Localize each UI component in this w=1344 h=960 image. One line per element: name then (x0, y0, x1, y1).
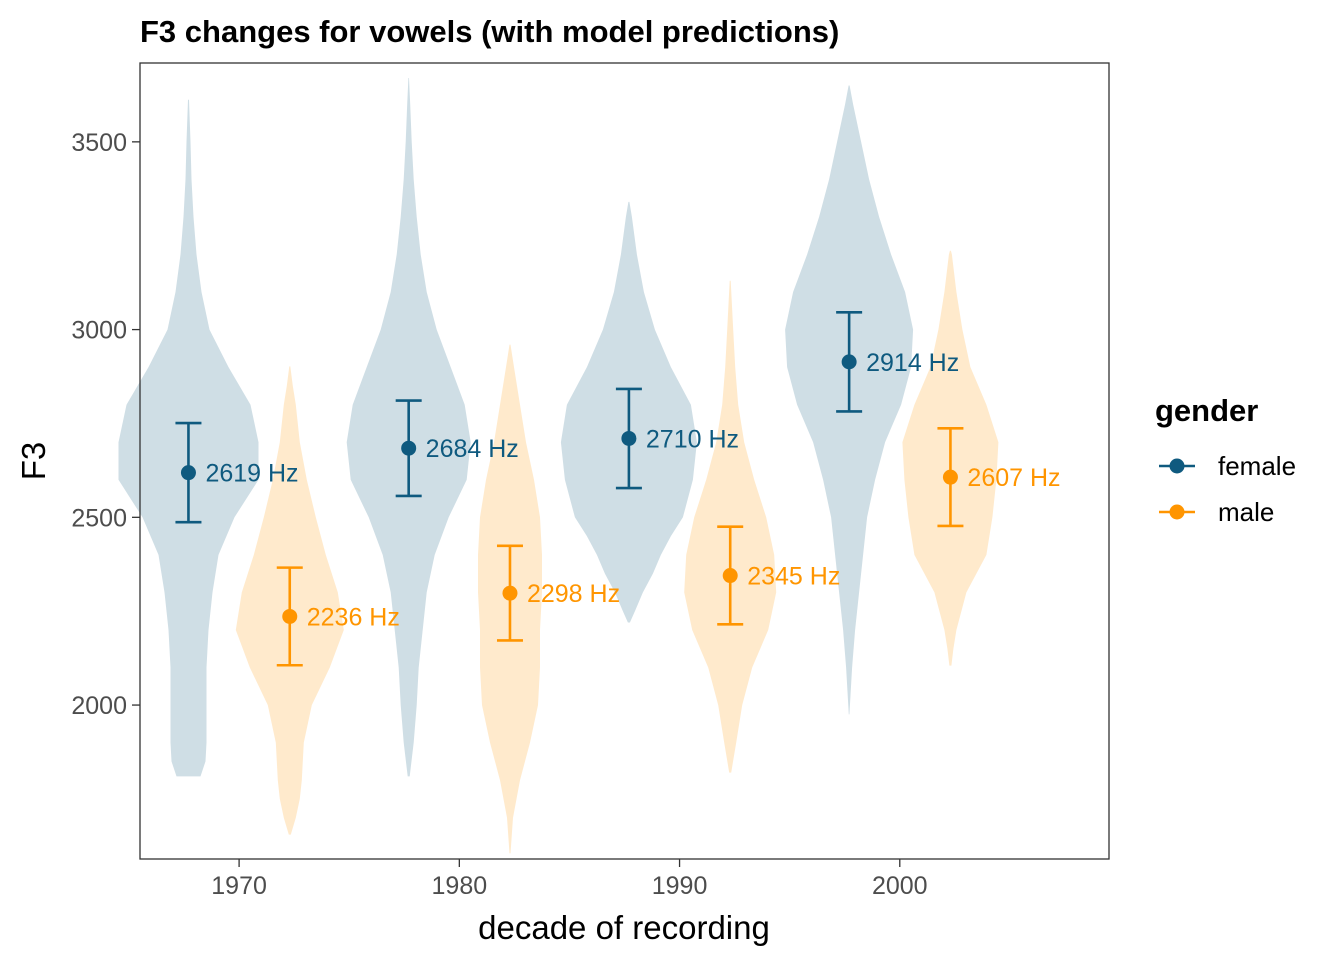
legend-item-male: male (1159, 497, 1274, 527)
point-male-1970 (282, 608, 298, 624)
point-female-1990 (621, 430, 637, 446)
x-tick-label-2000: 2000 (872, 872, 928, 900)
legend-label-female: female (1218, 451, 1296, 481)
y-tick-label-2500: 2500 (71, 504, 127, 532)
legend-label-male: male (1218, 497, 1274, 527)
value-label-female-1970: 2619 Hz (205, 460, 298, 488)
value-label-male-1990: 2345 Hz (747, 563, 840, 591)
value-label-male-2000: 2607 Hz (967, 464, 1060, 492)
value-label-male-1980: 2298 Hz (527, 580, 620, 608)
point-male-1990 (722, 568, 738, 584)
x-axis-title: decade of recording (478, 909, 770, 946)
y-tick-label-3000: 3000 (71, 317, 127, 345)
point-female-1980 (401, 440, 417, 456)
value-label-female-2000: 2914 Hz (866, 349, 959, 377)
value-label-female-1990: 2710 Hz (646, 425, 739, 453)
legend-item-female: female (1159, 451, 1296, 481)
x-tick-label-1990: 1990 (652, 872, 708, 900)
chart-title: F3 changes for vowels (with model predic… (140, 14, 839, 49)
point-female-1970 (180, 465, 196, 481)
legend-key-point (1169, 504, 1185, 520)
x-axis: 1970 1980 1990 2000 (211, 859, 928, 900)
y-tick-label-2000: 2000 (71, 692, 127, 720)
point-layer (180, 354, 958, 624)
y-axis: 2000 2500 3000 3500 (71, 129, 140, 720)
y-tick-label-3500: 3500 (71, 129, 127, 157)
value-label-male-1970: 2236 Hz (307, 603, 400, 631)
x-tick-label-1970: 1970 (211, 872, 267, 900)
legend-key-point (1169, 458, 1185, 474)
legend-title: gender (1155, 393, 1258, 428)
point-female-2000 (841, 354, 857, 370)
y-axis-title: F3 (15, 442, 52, 481)
point-male-1980 (502, 585, 518, 601)
x-tick-label-1980: 1980 (432, 872, 488, 900)
legend: gender female male (1155, 393, 1296, 527)
value-label-female-1980: 2684 Hz (426, 435, 519, 463)
plot-panel-border (139, 62, 1110, 860)
value-label-layer: 2619 Hz 2684 Hz 2710 Hz 2914 Hz 2236 Hz 2298 … (205, 349, 1060, 632)
point-male-2000 (942, 469, 958, 485)
